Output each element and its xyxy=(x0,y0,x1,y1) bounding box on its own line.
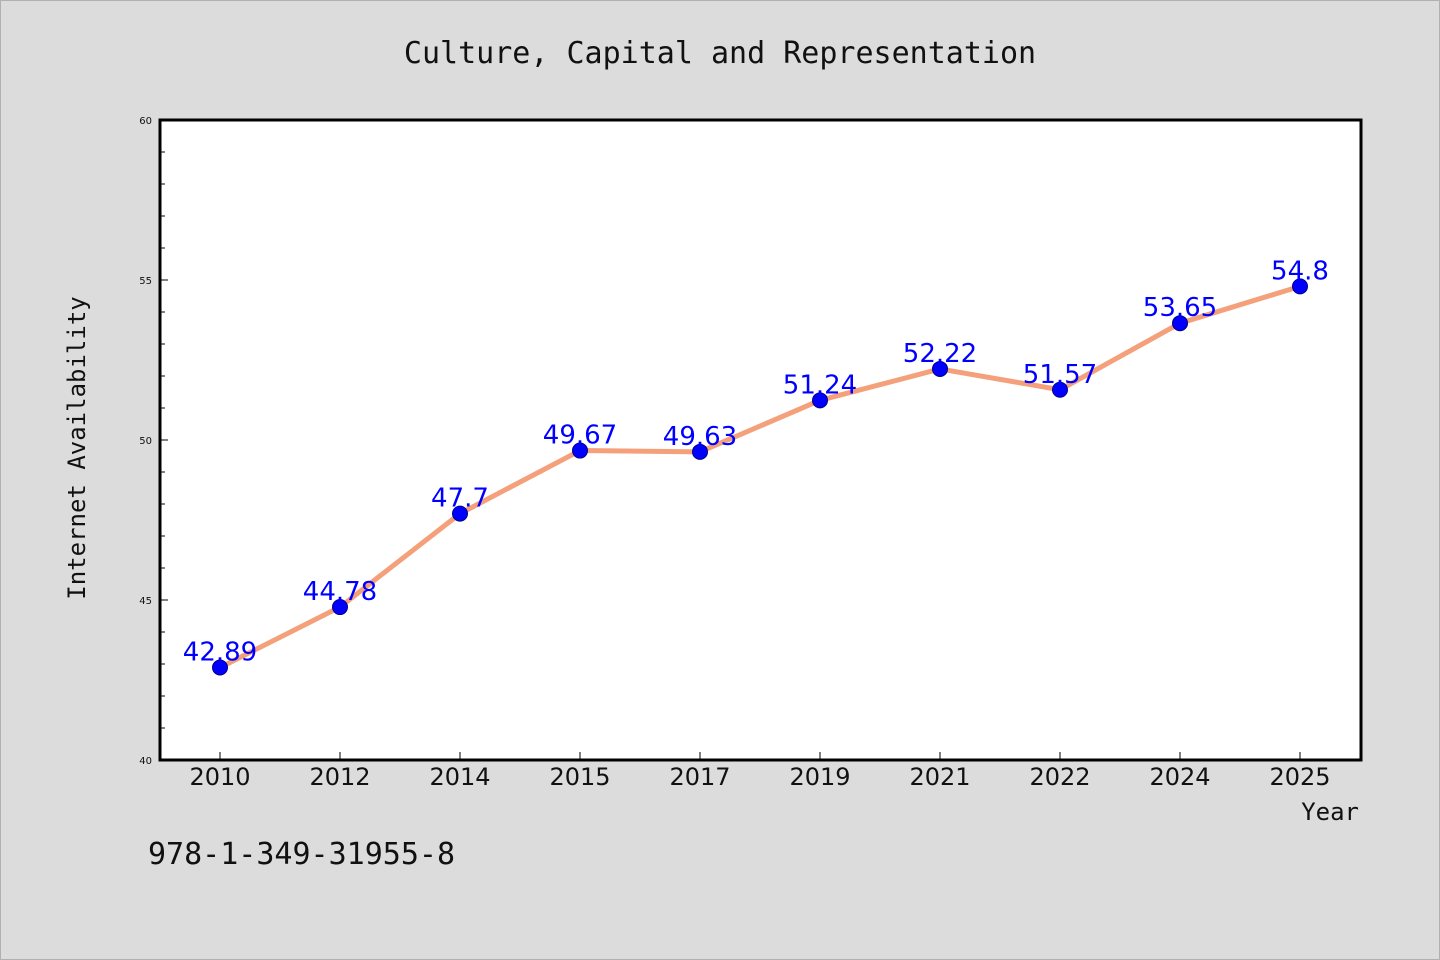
x-tick-label: 2021 xyxy=(909,763,970,791)
data-label: 54.8 xyxy=(1271,256,1329,286)
x-tick-label: 2014 xyxy=(429,763,490,791)
data-label: 44.78 xyxy=(303,577,377,607)
series-line xyxy=(217,283,1303,671)
plot-area xyxy=(158,118,1363,762)
y-axis-label: Internet Availability xyxy=(63,296,91,599)
y-tick-label: 60 xyxy=(139,116,152,127)
data-label: 52.22 xyxy=(903,339,977,369)
data-point-marker xyxy=(332,599,348,616)
chart-title: Culture, Capital and Representation xyxy=(404,36,1036,71)
data-label: 49.67 xyxy=(543,421,617,451)
x-axis: 2010 2012 2014 2015 2017 2019 2021 2022 2024 2025 xyxy=(189,752,1331,791)
data-label: 53.65 xyxy=(1143,293,1217,323)
x-tick-label: 2015 xyxy=(549,763,610,791)
y-tick-label: 50 xyxy=(139,436,152,447)
x-tick-label: 2010 xyxy=(189,763,250,791)
data-point-marker xyxy=(932,360,948,377)
y-tick-label: 55 xyxy=(139,276,152,287)
data-point-marker xyxy=(452,505,468,522)
data-point-marker xyxy=(812,392,828,409)
y-axis: 40 45 50 55 60 xyxy=(139,116,168,767)
x-tick-label: 2019 xyxy=(789,763,850,791)
data-label: 51.57 xyxy=(1023,360,1097,390)
x-tick-label: 2025 xyxy=(1269,763,1330,791)
data-label: 49.63 xyxy=(663,422,737,452)
data-point-marker xyxy=(1172,315,1188,332)
data-label: 47.7 xyxy=(431,484,489,514)
data-point-marker xyxy=(572,442,588,459)
y-tick-label: 40 xyxy=(139,756,152,767)
x-axis-label: Year xyxy=(1301,798,1359,826)
data-point-marker xyxy=(212,659,228,676)
x-tick-label: 2024 xyxy=(1149,763,1210,791)
data-label: 51.24 xyxy=(783,370,857,400)
x-tick-label: 2017 xyxy=(669,763,730,791)
data-label: 42.89 xyxy=(183,638,257,668)
isbn-footnote: 978-1-349-31955-8 xyxy=(148,837,455,872)
data-point-marker xyxy=(692,443,708,460)
data-point-marker xyxy=(1292,278,1308,295)
x-tick-label: 2022 xyxy=(1029,763,1090,791)
series-layer: 42.89 44.78 47.7 49.67 49.63 51.24 52.22 51.57 5… xyxy=(183,256,1329,676)
data-point-marker xyxy=(1052,381,1068,398)
x-tick-label: 2012 xyxy=(309,763,370,791)
y-tick-label: 45 xyxy=(139,596,152,607)
